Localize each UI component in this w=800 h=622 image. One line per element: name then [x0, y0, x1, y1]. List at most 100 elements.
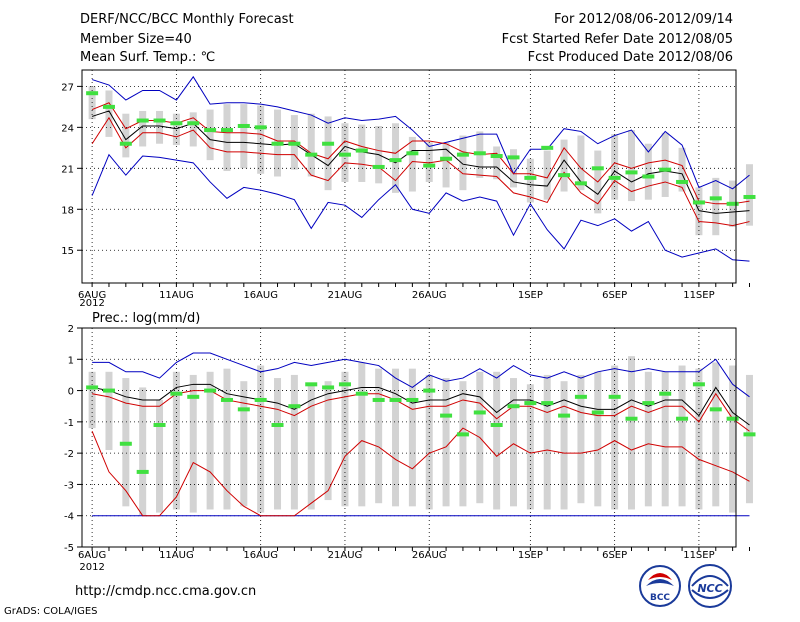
precipitation-box-12: [274, 378, 282, 510]
precipitation-marker-22: [440, 413, 453, 418]
temperature-box-4: [139, 110, 147, 147]
temperature-box-27: [526, 158, 534, 203]
precipitation-marker-35: [659, 391, 672, 396]
temperature-marker-20: [406, 151, 419, 156]
temperature-box-15: [324, 116, 332, 191]
temperature-marker-15: [322, 141, 335, 146]
precipitation-marker-19: [389, 397, 402, 402]
precipitation-box-19: [392, 368, 400, 507]
period-label: For 2012/08/06-2012/09/14: [554, 12, 733, 27]
temperature-marker-5: [153, 118, 166, 123]
temperature-mean-line: [91, 110, 750, 214]
temperature-marker-13: [288, 141, 301, 146]
precipitation-box-10: [240, 381, 248, 507]
temperature-box-5: [156, 110, 164, 144]
precipitation-marker-6: [170, 391, 183, 396]
temperature-marker-36: [676, 179, 689, 184]
precipitation-box-33: [627, 356, 635, 510]
temperature-box-35: [661, 132, 669, 197]
precipitation-marker-17: [355, 391, 368, 396]
precipitation-marker-4: [136, 469, 149, 474]
precipitation-marker-3: [119, 441, 132, 446]
temperature-ytick-label: 21: [61, 164, 74, 175]
precipitation-box-22: [442, 378, 450, 507]
precipitation-box-1: [88, 371, 96, 429]
precipitation-box-26: [510, 378, 518, 507]
temperature-box-17: [358, 124, 366, 182]
precipitation-box-18: [375, 368, 383, 504]
precipitation-marker-20: [406, 397, 419, 402]
temperature-box-34: [644, 143, 652, 200]
bcc-logo-text: BCC: [650, 593, 670, 603]
source-url[interactable]: http://cmdp.ncc.cma.gov.cn: [75, 584, 256, 599]
ncc-logo: NCC: [688, 564, 732, 608]
precipitation-xtick-label: 11SEP: [683, 550, 714, 561]
temperature-xtick-label: 6SEP: [602, 290, 627, 301]
temperature-marker-23: [456, 152, 469, 157]
precipitation-marker-33: [625, 416, 638, 421]
precipitation-marker-2: [102, 388, 115, 393]
precipitation-marker-26: [507, 404, 520, 409]
temperature-box-19: [392, 123, 400, 193]
temperature-box-16: [341, 123, 349, 182]
precipitation-box-17: [358, 362, 366, 507]
precipitation-box-7: [189, 374, 197, 513]
precipitation-marker-25: [490, 422, 503, 427]
temperature-box-37: [695, 187, 703, 236]
temperature-marker-21: [423, 163, 436, 168]
temperature-box-26: [510, 149, 518, 188]
precipitation-marker-31: [591, 410, 604, 415]
temperature-box-36: [678, 147, 686, 192]
temperature-ytick-label: 15: [61, 246, 74, 257]
chart-title: DERF/NCC/BCC Monthly Forecast: [80, 12, 294, 27]
precipitation-box-25: [493, 371, 501, 510]
precipitation-marker-16: [338, 382, 351, 387]
precipitation-box-31: [594, 371, 602, 507]
temperature-marker-14: [305, 152, 318, 157]
precipitation-xtick-label: 6AUG: [78, 550, 106, 561]
precipitation-upper-line: [92, 390, 750, 432]
temperature-marker-33: [625, 170, 638, 175]
temperature-lower-line: [91, 116, 750, 227]
temperature-box-33: [627, 130, 635, 202]
temperature-box-20: [408, 136, 416, 192]
precipitation-marker-40: [743, 432, 756, 437]
temperature-ytick-label: 18: [61, 205, 74, 216]
precipitation-box-23: [459, 381, 467, 507]
precipitation-box-40: [745, 374, 753, 504]
temperature-marker-25: [490, 154, 503, 159]
temperature-xtick-label: 11AUG: [159, 290, 194, 301]
temperature-marker-12: [271, 141, 284, 146]
precipitation-lower-line: [91, 427, 750, 517]
temperature-xtick-label: 16AUG: [243, 290, 278, 301]
precipitation-xtick-label: 21AUG: [328, 550, 363, 561]
temperature-box-29: [560, 139, 568, 192]
temperature-marker-38: [709, 196, 722, 201]
temperature-xtick-label: 21AUG: [328, 290, 363, 301]
member-size-label: Member Size=40: [80, 32, 192, 47]
precipitation-marker-13: [288, 404, 301, 409]
precipitation-marker-34: [642, 401, 655, 406]
precip-variable-label: Prec.: log(mm/d): [92, 311, 200, 326]
temperature-min-line: [91, 153, 750, 262]
temperature-year-label: 2012: [79, 298, 104, 309]
precipitation-box-9: [223, 368, 231, 510]
precipitation-xtick-label: 1SEP: [518, 550, 543, 561]
temperature-box-2: [105, 90, 113, 137]
precipitation-box-37: [695, 368, 703, 510]
temperature-panel: 15 18 21 24 27 6AUG 11AUG 16AUG 21AUG 26AUG 1SEP 6S…: [61, 69, 756, 309]
ncc-logo-text: NCC: [697, 582, 722, 595]
precipitation-marker-10: [237, 407, 250, 412]
precipitation-box-27: [526, 384, 534, 510]
precipitation-marker-11: [254, 397, 267, 402]
temperature-marker-32: [608, 175, 621, 180]
precipitation-box-35: [661, 371, 669, 507]
temperature-marker-17: [355, 148, 368, 153]
temperature-marker-22: [440, 156, 453, 161]
temperature-marker-19: [389, 158, 402, 163]
temperature-box-7: [189, 112, 197, 147]
temperature-box-8: [206, 109, 214, 161]
precipitation-marker-38: [709, 407, 722, 412]
